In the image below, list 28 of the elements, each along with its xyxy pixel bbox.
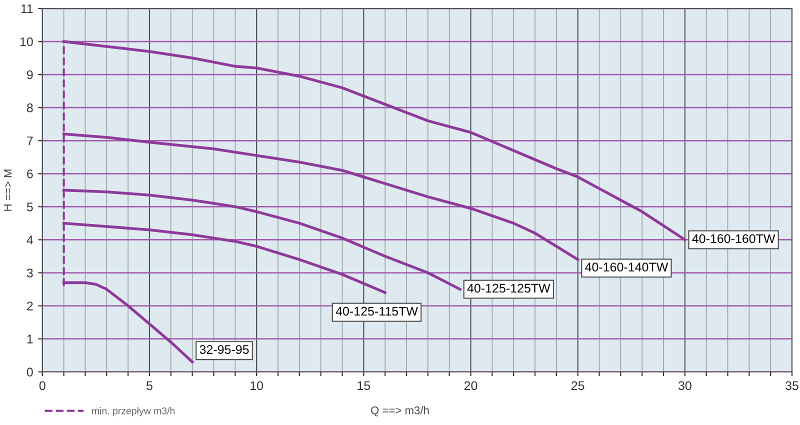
series-label: 32-95-95 [200,345,249,354]
legend-label: min. przepływ m3/h [92,407,175,416]
y-tick-label: 11 [21,4,33,14]
y-tick-label: 2 [27,302,33,310]
series-label: 40-160-140TW [585,262,668,272]
y-tick-label: 0 [26,368,33,377]
y-tick-label: 8 [26,103,33,112]
x-tick-label: 30 [678,381,692,390]
series-label: 40-160-160TW [692,234,776,244]
y-tick-label: 10 [20,37,33,46]
y-tick-label: 1 [27,334,33,344]
x-tick-label: 20 [464,381,478,390]
series-label: 40-125-125TW [467,284,550,293]
x-axis-title: Q ==> m3/h [371,406,429,416]
x-tick-label: 15 [358,381,370,390]
y-tick-label: 4 [26,236,34,244]
x-tick-label: 0 [39,381,46,390]
y-tick-label: 3 [26,268,33,278]
x-tick-label: 5 [146,381,152,390]
y-tick-label: 9 [27,70,33,80]
y-axis-title: H ==> M [4,170,12,211]
x-tick-label: 25 [572,381,584,390]
y-tick-label: 6 [27,169,33,178]
x-tick-label: 10 [250,381,264,390]
series-label: 40-125-115TW [336,306,418,316]
y-tick-label: 5 [26,202,33,212]
y-tick-label: 7 [27,136,33,146]
x-tick-label: 35 [786,381,798,390]
